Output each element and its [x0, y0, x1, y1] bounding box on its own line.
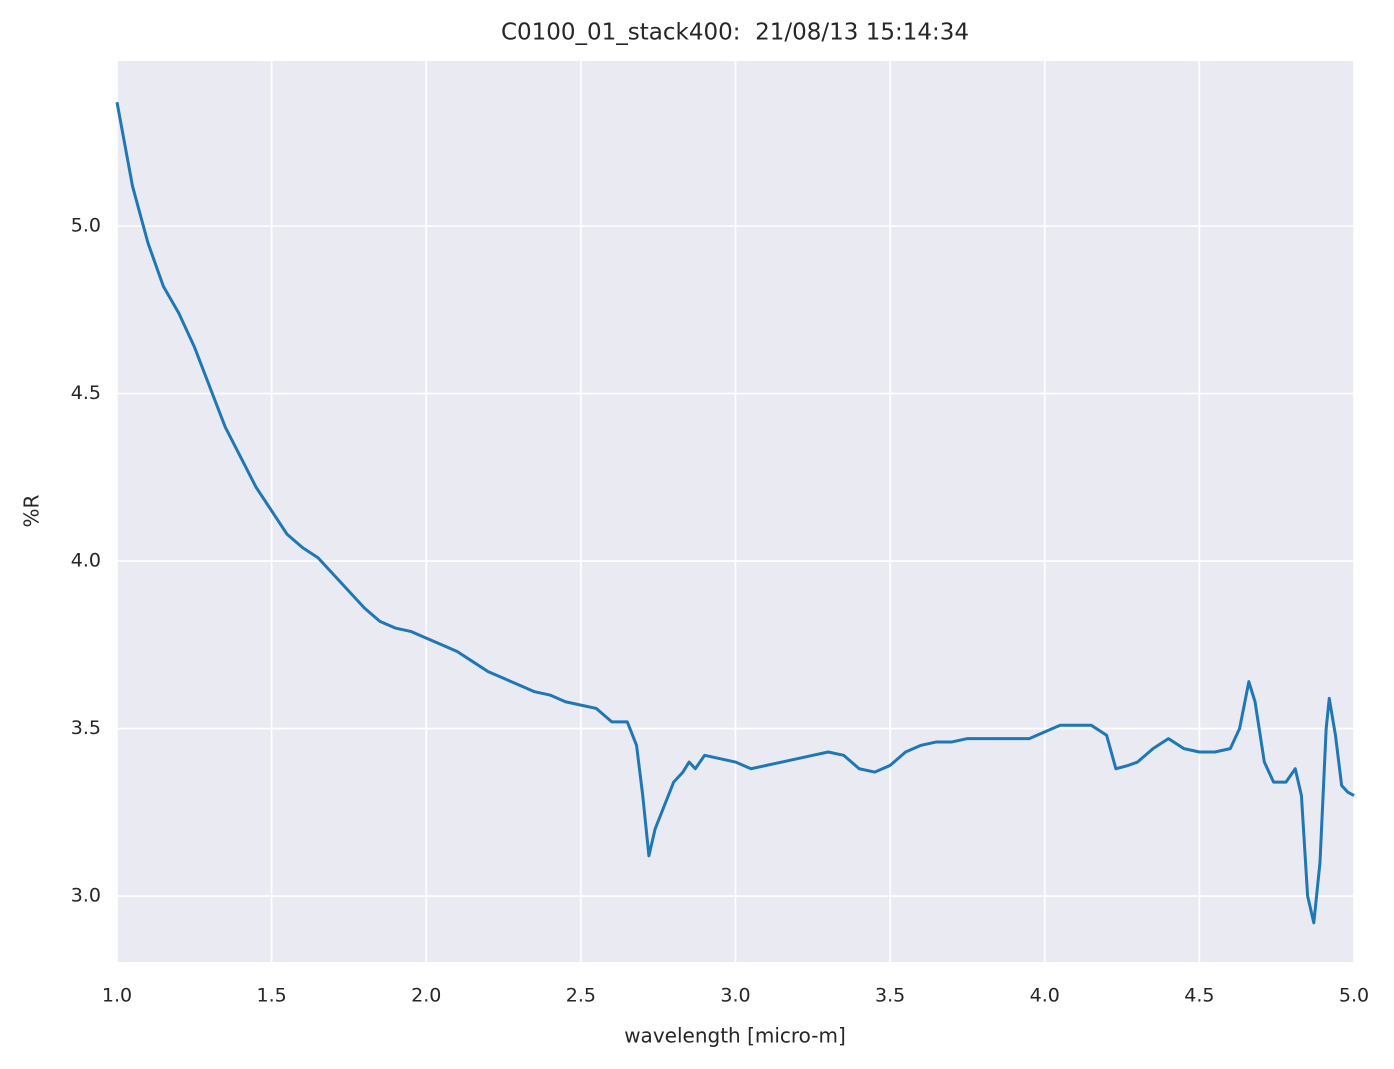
chart-title: C0100_01_stack400: 21/08/13 15:14:34	[501, 20, 969, 46]
x-tick-label: 4.5	[1184, 985, 1214, 1007]
y-tick-label: 5.0	[71, 215, 101, 237]
x-axis-label: wavelength [micro-m]	[624, 1024, 846, 1048]
x-tick-label: 5.0	[1339, 985, 1369, 1007]
x-tick-label: 2.5	[566, 985, 596, 1007]
y-tick-label: 3.5	[71, 717, 101, 739]
x-tick-label: 2.0	[411, 985, 441, 1007]
data-line	[115, 101, 1355, 925]
x-tick-label: 3.5	[875, 985, 905, 1007]
x-tick-label: 1.0	[102, 985, 132, 1007]
y-tick-label: 4.0	[71, 550, 101, 572]
x-tick-label: 4.0	[1030, 985, 1060, 1007]
y-tick-label: 3.0	[71, 885, 101, 907]
x-tick-label: 1.5	[257, 985, 287, 1007]
y-tick-label: 4.5	[71, 382, 101, 404]
x-tick-label: 3.0	[720, 985, 750, 1007]
y-axis-label: %R	[20, 494, 44, 527]
